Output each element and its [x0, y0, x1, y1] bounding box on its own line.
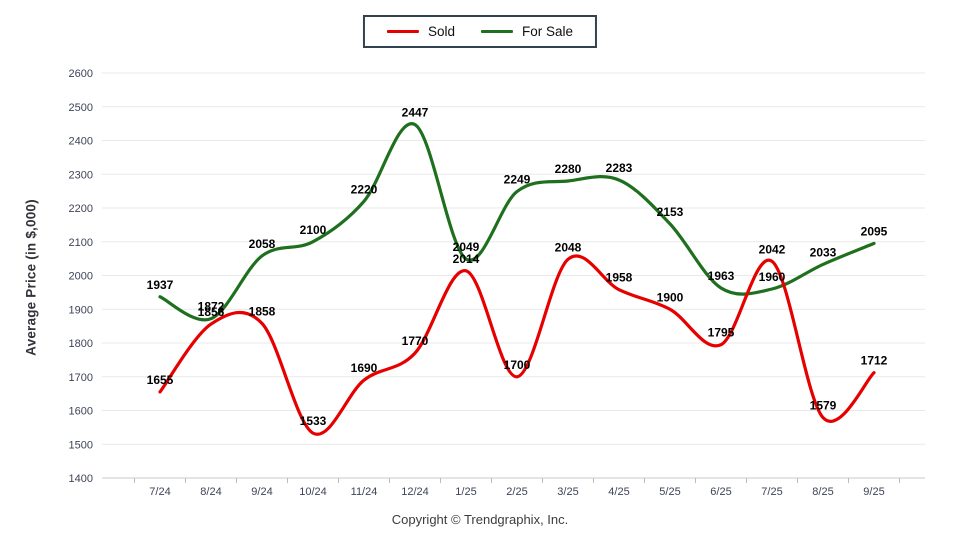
sold-line-swatch: [386, 30, 419, 33]
x-tick-label: 7/24: [149, 486, 170, 498]
data-label-for-sale: 2283: [606, 161, 633, 175]
data-label-for-sale: 1960: [759, 270, 786, 284]
forsale-line-swatch: [481, 30, 513, 33]
data-label-sold: 1712: [861, 354, 888, 368]
x-tick-label: 1/25: [455, 486, 476, 498]
chart-legend: Sold For Sale: [362, 15, 598, 48]
x-tick-label: 2/25: [506, 486, 527, 498]
data-label-sold: 1770: [402, 334, 429, 348]
data-label-for-sale: 1872: [198, 300, 225, 314]
y-tick-label: 1600: [69, 406, 93, 418]
y-tick-label: 2200: [69, 203, 93, 215]
y-tick-label: 2600: [69, 68, 93, 80]
data-label-for-sale: 2153: [657, 205, 684, 219]
data-label-for-sale: 2033: [810, 245, 837, 259]
y-tick-label: 2400: [69, 136, 93, 148]
data-label-for-sale: 1937: [147, 278, 174, 292]
data-label-sold: 1858: [249, 304, 276, 318]
x-tick-label: 5/25: [659, 486, 680, 498]
y-tick-label: 2500: [69, 102, 93, 114]
y-tick-label: 1800: [69, 338, 93, 350]
copyright-text: Copyright © Trendgraphix, Inc.: [391, 512, 569, 527]
legend-label-sold: Sold: [427, 24, 455, 39]
series-line-sold: [158, 254, 876, 436]
y-tick-label: 1700: [69, 372, 93, 384]
x-tick-label: 3/25: [557, 486, 578, 498]
data-label-sold: 1579: [810, 399, 837, 413]
data-label-for-sale: 2095: [861, 224, 888, 238]
legend-label-forsale: For Sale: [522, 24, 574, 39]
data-label-sold: 1900: [657, 290, 684, 304]
x-tick-label: 11/24: [351, 486, 378, 498]
y-tick-label: 2100: [69, 237, 93, 249]
x-tick-label: 8/24: [200, 486, 221, 498]
data-label-sold: 2042: [759, 242, 786, 256]
data-label-sold: 2014: [453, 252, 480, 266]
data-label-for-sale: 2249: [504, 172, 531, 186]
x-tick-label: 7/25: [761, 486, 782, 498]
y-tick-label: 1500: [69, 439, 93, 451]
data-label-sold: 1795: [708, 326, 735, 340]
data-label-for-sale: 2447: [402, 106, 429, 120]
x-tick-label: 10/24: [299, 486, 327, 498]
data-label-for-sale: 2058: [249, 237, 276, 251]
x-tick-label: 6/25: [710, 486, 731, 498]
data-label-sold: 1690: [351, 361, 378, 375]
data-label-sold: 2048: [555, 240, 582, 254]
y-tick-label: 1900: [69, 304, 93, 316]
data-label-sold: 1856: [198, 305, 225, 319]
y-tick-label: 1400: [69, 473, 93, 485]
data-label-sold: 1533: [300, 414, 327, 428]
legend-item-sold: Sold: [386, 24, 455, 39]
x-tick-label: 8/25: [812, 486, 833, 498]
data-label-for-sale: 2049: [453, 240, 480, 254]
data-label-sold: 1700: [504, 358, 531, 372]
y-axis-title: Average Price (in $,000): [23, 199, 39, 356]
x-tick-label: 9/25: [863, 486, 884, 498]
x-tick-label: 4/25: [608, 486, 629, 498]
data-label-for-sale: 2280: [555, 162, 582, 176]
data-label-sold: 1958: [606, 271, 633, 285]
series-line-for-sale: [158, 122, 876, 322]
x-tick-label: 12/24: [401, 486, 429, 498]
legend-item-forsale: For Sale: [481, 24, 573, 39]
data-label-for-sale: 1963: [708, 269, 735, 283]
x-tick-label: 9/24: [251, 486, 272, 498]
data-label-for-sale: 2100: [300, 223, 327, 237]
data-label-sold: 1655: [147, 373, 174, 387]
y-tick-label: 2000: [69, 271, 93, 283]
data-label-for-sale: 2220: [351, 182, 378, 196]
y-tick-label: 2300: [69, 169, 93, 181]
